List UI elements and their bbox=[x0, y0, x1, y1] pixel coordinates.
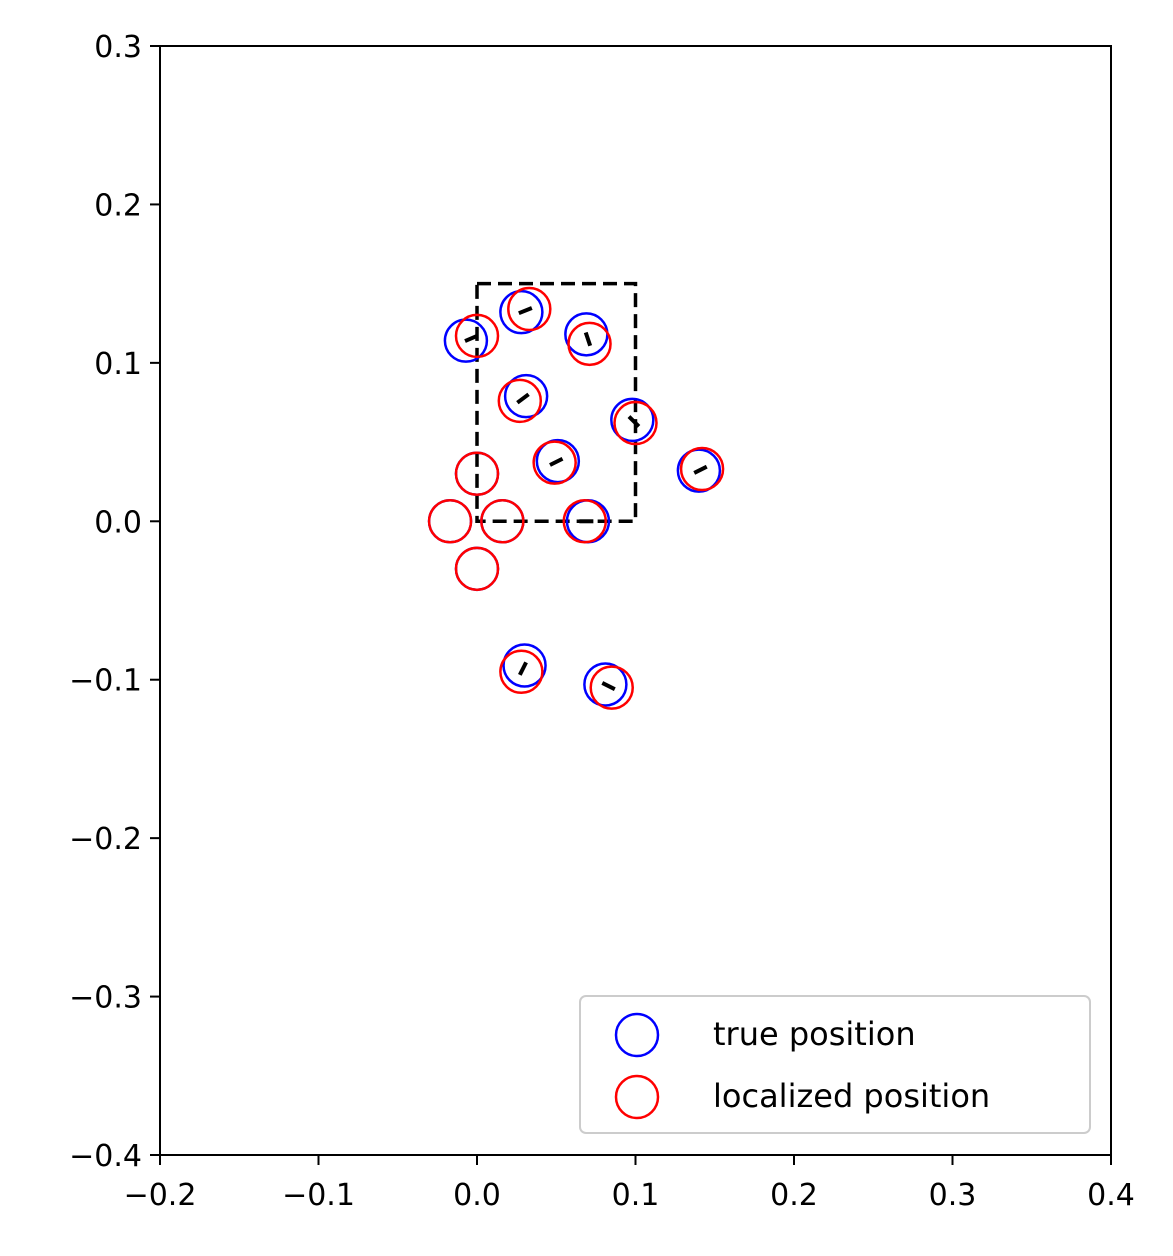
y-tick-label: 0.3 bbox=[94, 30, 142, 65]
error-link bbox=[693, 464, 708, 475]
legend-marker-true-position bbox=[614, 1012, 660, 1058]
x-tick-label: 0.3 bbox=[929, 1178, 977, 1213]
point-localized-position bbox=[613, 400, 658, 446]
x-tick-label: 0.0 bbox=[453, 1178, 501, 1213]
point-localized-position bbox=[562, 499, 608, 544]
x-tick-label: −0.2 bbox=[124, 1178, 197, 1213]
y-tick-label: −0.2 bbox=[69, 822, 142, 857]
point-localized-position bbox=[454, 451, 500, 497]
x-axis: −0.2 −0.1 0.0 0.1 0.2 0.3 0.4 bbox=[124, 1155, 1135, 1213]
legend-label-localized-position: localized position bbox=[713, 1077, 990, 1115]
error-link bbox=[601, 681, 616, 691]
x-tick-label: 0.1 bbox=[612, 1178, 660, 1213]
point-localized-position bbox=[480, 499, 525, 544]
point-localized-position bbox=[567, 321, 612, 367]
error-link bbox=[464, 333, 479, 343]
point-true-position bbox=[443, 318, 489, 363]
error-link bbox=[516, 392, 530, 405]
point-true-position bbox=[610, 397, 655, 443]
legend-box bbox=[579, 995, 1091, 1134]
error-link bbox=[518, 661, 528, 676]
error-link bbox=[518, 306, 533, 316]
legend-marker-localized-position bbox=[614, 1074, 660, 1120]
point-true-position bbox=[503, 373, 549, 419]
y-axis: 0.3 0.2 0.1 0.0 −0.1 −0.2 −0.3 −0.4 bbox=[69, 30, 160, 1174]
point-localized-position bbox=[589, 665, 634, 710]
error-link bbox=[549, 456, 564, 467]
error-link bbox=[583, 331, 593, 347]
point-localized-position bbox=[427, 499, 473, 544]
x-tick-label: 0.2 bbox=[770, 1178, 818, 1213]
legend: true position localized position bbox=[579, 995, 1091, 1134]
point-localized-position bbox=[497, 378, 543, 424]
y-tick-label: −0.1 bbox=[69, 664, 142, 699]
point-true-position bbox=[535, 438, 581, 484]
point-true-position bbox=[583, 662, 628, 707]
marker-layer bbox=[427, 286, 725, 710]
error-link bbox=[627, 415, 641, 428]
point-localized-position bbox=[499, 649, 544, 695]
y-tick-label: −0.4 bbox=[69, 1139, 142, 1174]
point-true-position bbox=[502, 643, 547, 688]
point-localized-position bbox=[454, 313, 500, 359]
y-tick-label: 0.0 bbox=[94, 505, 142, 540]
point-localized-position bbox=[679, 446, 725, 492]
point-localized-position bbox=[507, 286, 552, 332]
point-localized-position bbox=[454, 546, 500, 592]
x-tick-label: −0.1 bbox=[282, 1178, 355, 1213]
legend-label-true-position: true position bbox=[713, 1015, 916, 1053]
y-tick-label: 0.1 bbox=[94, 347, 142, 382]
error-link-layer bbox=[464, 306, 708, 691]
x-tick-label: 0.4 bbox=[1087, 1178, 1135, 1213]
y-tick-label: 0.2 bbox=[94, 188, 142, 223]
y-tick-label: −0.3 bbox=[69, 981, 142, 1016]
point-true-position bbox=[499, 289, 544, 335]
point-localized-position bbox=[532, 440, 577, 485]
point-true-position bbox=[676, 448, 722, 493]
